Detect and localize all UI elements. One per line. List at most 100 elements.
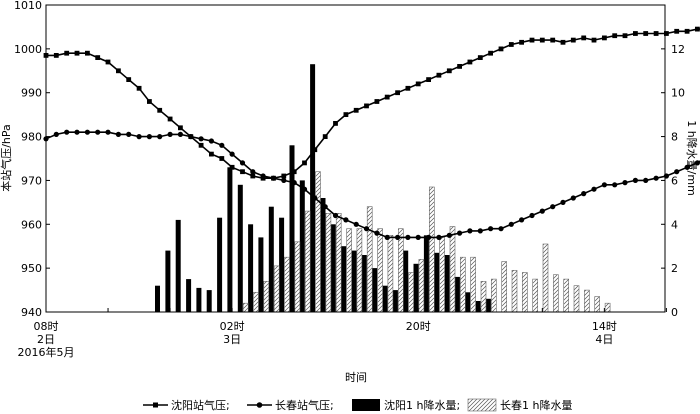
shenyang-pressure-point [302, 160, 307, 166]
changchun-precip-bar [335, 213, 342, 313]
changchun-precip-bar [573, 285, 580, 313]
shenyang-pressure-point [695, 26, 700, 32]
shenyang-pressure-point [64, 50, 70, 56]
shenyang-pressure-point [364, 103, 369, 109]
changchun-precip-bar [408, 272, 414, 313]
changchun-pressure-point [477, 228, 483, 234]
shenyang-pressure-point [612, 33, 618, 39]
shenyang-pressure-point [219, 156, 225, 161]
changchun-pressure-point [281, 177, 287, 183]
changchun-precip-bar [459, 256, 466, 313]
right-axis-tick-label: 8 [671, 131, 678, 144]
changchun-pressure-point [591, 186, 597, 192]
changchun-pressure-point [426, 234, 432, 240]
shenyang-precip-bar [351, 250, 357, 312]
bottom-axis-tick-label: 2日 [37, 333, 55, 346]
changchun-precip-bar [470, 256, 476, 313]
shenyang-pressure-point [312, 147, 318, 153]
shenyang-precip-bars [155, 64, 491, 313]
changchun-pressure-point [643, 177, 649, 183]
changchun-pressure-point [84, 129, 90, 135]
changchun-pressure-point [146, 134, 152, 140]
bottom-axis-tick-label: 4日 [595, 333, 613, 346]
bottom-axis-tick-label: 02时 [220, 320, 245, 333]
changchun-pressure-point [95, 129, 101, 135]
changchun-pressure-point [653, 175, 659, 181]
changchun-pressure-point [508, 221, 514, 227]
shenyang-pressure-point [591, 37, 597, 43]
changchun-precip-bar [294, 241, 301, 313]
changchun-pressure-point [457, 230, 463, 236]
changchun-pressure-point [601, 182, 608, 188]
shenyang-pressure-point [198, 142, 204, 148]
shenyang-pressure-point [529, 37, 535, 43]
left-axis-tick-label: 960 [21, 218, 42, 231]
changchun-precip-bar [439, 237, 445, 313]
changchun-pressure-point [198, 136, 204, 142]
shenyang-precip-bar [382, 285, 388, 312]
pressure-lines [43, 26, 700, 240]
changchun-pressure-point [353, 221, 359, 227]
changchun-pressure-point [74, 129, 80, 135]
changchun-pressure-point [177, 131, 183, 137]
left-axis-title: 本站气压/hPa [0, 124, 13, 192]
shenyang-pressure-point [684, 28, 690, 34]
left-axis-tick-label: 990 [21, 87, 42, 100]
left-axis: 940 950 960 970 980 990 1000 1010 [14, 0, 50, 319]
shenyang-pressure-line [46, 28, 700, 179]
changchun-precip-bar [511, 269, 518, 313]
changchun-pressure-point [694, 160, 700, 166]
changchun-precip-bar [377, 228, 383, 313]
changchun-pressure-point [363, 226, 370, 232]
right-axis-tick-label: 6 [671, 174, 678, 187]
bottom-axis-tick-label: 08时 [34, 320, 59, 333]
changchun-precip-bar [397, 228, 404, 313]
changchun-pressure-point [550, 204, 556, 210]
changchun-precip-bar [418, 259, 425, 313]
shenyang-pressure-point [622, 33, 628, 39]
shenyang-pressure-point [74, 50, 80, 56]
changchun-pressure-point [157, 134, 163, 140]
shenyang-pressure-point [674, 28, 680, 34]
shenyang-precip-bar [289, 145, 295, 312]
changchun-pressure-point [395, 234, 401, 240]
shenyang-pressure-point [353, 107, 359, 113]
changchun-pressure-point [208, 138, 214, 144]
left-axis-tick-label: 1010 [14, 0, 42, 12]
changchun-pressure-point [612, 182, 618, 188]
shenyang-pressure-point [498, 46, 504, 52]
shenyang-pressure-point [105, 59, 111, 65]
changchun-pressure-point [260, 173, 266, 179]
changchun-pressure-point [270, 175, 277, 181]
changchun-pressure-point [632, 177, 639, 183]
shenyang-precip-bar [206, 290, 212, 312]
shenyang-precip-bar [258, 237, 264, 312]
shenyang-precip-bar [248, 224, 254, 312]
shenyang-precip-bar [196, 287, 202, 312]
changchun-precip-bar [521, 272, 528, 313]
shenyang-pressure-point [467, 59, 473, 65]
changchun-precip-bar [366, 206, 373, 313]
changchun-precip-bar [263, 280, 270, 313]
shenyang-pressure-point [415, 81, 421, 87]
changchun-pressure-point [529, 212, 535, 219]
changchun-precip-bars [242, 171, 611, 313]
shenyang-pressure-point [602, 35, 607, 41]
legend-hatched-box [467, 398, 497, 412]
shenyang-pressure-point [126, 77, 132, 82]
changchun-pressure-point [498, 226, 504, 232]
shenyang-precip-bar [413, 263, 419, 312]
shenyang-precip-bar [423, 235, 429, 313]
shenyang-pressure-point [167, 116, 173, 122]
shenyang-precip-bar [310, 64, 316, 312]
changchun-precip-bar [356, 228, 363, 313]
shenyang-pressure-point [240, 169, 245, 175]
changchun-pressure-point [560, 199, 566, 205]
shenyang-pressure-point [374, 99, 380, 104]
left-axis-tick-label: 1000 [14, 43, 42, 56]
changchun-precip-bar [325, 213, 332, 313]
left-axis-tick-label: 970 [21, 174, 42, 187]
shenyang-precip-bar [403, 250, 409, 312]
changchun-pressure-point [64, 129, 70, 135]
bottom-axis-tick-label: 3日 [223, 333, 241, 346]
